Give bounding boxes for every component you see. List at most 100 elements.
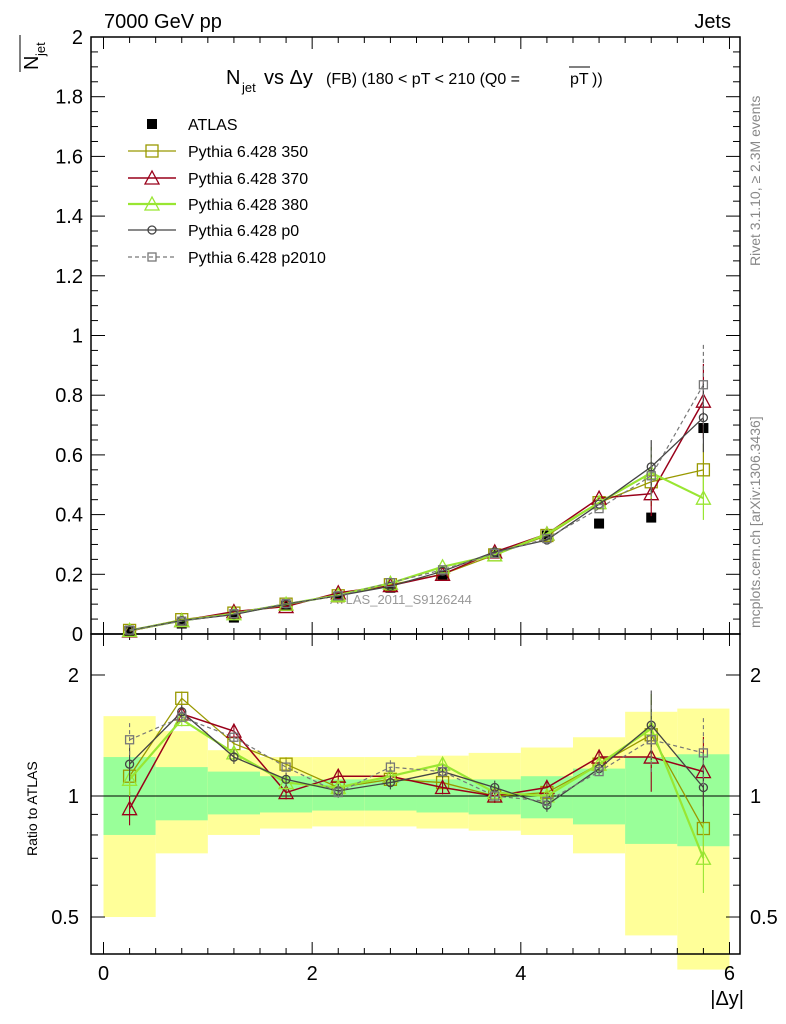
ratio-point xyxy=(385,762,396,772)
data-point xyxy=(542,533,552,544)
data-point xyxy=(385,582,396,593)
ratio-point xyxy=(121,770,138,787)
y-tick-label: 2 xyxy=(72,27,83,49)
mcplots-credit-text: mcplots.cern.ch [arXiv:1306.3436] xyxy=(747,416,763,628)
ratio-y-tick-label-right: 0.5 xyxy=(750,907,778,929)
series-line xyxy=(129,384,704,631)
data-point xyxy=(646,471,656,481)
y-tick-label: 1.4 xyxy=(55,206,83,228)
data-point xyxy=(646,462,656,472)
legend: ATLAS Pythia 6.428 350 Pythia 6.428 370 Pyt… xyxy=(128,117,326,267)
analysis-watermark: ATLAS_2011_S9126244 xyxy=(330,592,472,607)
ratio-band-green xyxy=(155,767,208,821)
y-tick-label: 1.8 xyxy=(55,87,83,109)
data-point xyxy=(698,380,709,390)
ratio-point xyxy=(437,766,448,777)
ratio-point xyxy=(698,748,709,758)
ratio-point xyxy=(695,849,712,865)
ratio-panel-frame xyxy=(90,633,741,955)
ratio-point xyxy=(277,784,295,800)
data-point xyxy=(594,518,605,529)
ratio-point xyxy=(281,762,291,772)
legend-marker xyxy=(145,144,159,158)
ratio-y-tick-label: 0.5 xyxy=(51,907,79,929)
ratio-y-tick-label-right: 2 xyxy=(750,665,761,687)
ratio-point xyxy=(385,777,396,788)
legend-marker xyxy=(147,225,157,235)
svg-text:(FB) (180 < pT < 210 (Q0 =: (FB) (180 < pT < 210 (Q0 = xyxy=(326,71,520,88)
y-tick-label: 1.6 xyxy=(55,146,83,168)
svg-text:jet: jet xyxy=(33,42,48,57)
ratio-point xyxy=(434,779,451,795)
y-tick-label: 1 xyxy=(72,326,83,348)
ratio-line xyxy=(129,716,704,802)
ratio-point xyxy=(177,712,187,722)
svg-text:jet: jet xyxy=(241,80,256,95)
legend-label: Pythia 6.428 350 xyxy=(188,144,308,161)
data-point xyxy=(594,503,604,514)
legend-label: Pythia 6.428 p0 xyxy=(188,223,299,240)
svg-text:)): )) xyxy=(592,71,603,88)
main-series xyxy=(121,344,712,638)
svg-text:N: N xyxy=(226,67,240,89)
y-tick-label: 0.6 xyxy=(55,445,83,467)
data-point xyxy=(124,626,135,637)
ratio-point xyxy=(175,691,189,705)
legend-label: Pythia 6.428 370 xyxy=(188,171,308,188)
x-axis-label: |Δy| xyxy=(710,988,744,1010)
ratio-band-green xyxy=(207,771,260,815)
ratio-series-5 xyxy=(124,705,709,809)
legend-label: Pythia 6.428 380 xyxy=(188,197,308,214)
ratio-point xyxy=(542,796,552,806)
data-point xyxy=(177,616,187,626)
y-tick-label: 0.8 xyxy=(55,385,83,407)
ratio-point xyxy=(177,707,187,717)
ratio-point xyxy=(124,735,135,745)
ratio-point xyxy=(646,735,656,745)
legend-marker xyxy=(147,119,157,129)
legend-marker xyxy=(143,169,161,185)
main-y-axis-label: N jet xyxy=(19,35,48,72)
data-point xyxy=(385,578,396,588)
data-point xyxy=(281,598,291,609)
data-point xyxy=(281,600,292,611)
data-point xyxy=(333,591,343,601)
ratio-y-tick-label: 1 xyxy=(68,786,79,808)
chart-title: N jet vs Δy (FB) (180 < pT < 210 (Q0 = p… xyxy=(226,66,603,95)
legend-marker xyxy=(143,195,161,211)
x-tick-label: 2 xyxy=(307,963,318,985)
ratio-point xyxy=(124,759,135,769)
series-pythia-5 xyxy=(124,344,709,635)
ratio-point xyxy=(229,732,239,742)
ratio-y-axis-label: Ratio to ATLAS xyxy=(24,761,40,856)
legend-marker xyxy=(147,252,157,262)
ratio-point xyxy=(490,791,500,801)
ratio-point xyxy=(121,800,138,816)
ratio-point xyxy=(229,752,239,762)
y-tick-label: 0 xyxy=(72,624,83,646)
legend-label: ATLAS xyxy=(188,117,238,134)
y-tick-label: 0.4 xyxy=(55,505,83,527)
x-tick-label: 6 xyxy=(724,963,735,985)
series-line xyxy=(129,417,704,632)
ratio-bands xyxy=(103,708,730,970)
ratio-point xyxy=(594,766,604,777)
data-point xyxy=(646,512,657,523)
data-point xyxy=(698,412,709,423)
rivet-version-text: Rivet 3.1.10, ≥ 2.3M events xyxy=(747,96,763,266)
legend-label: Pythia 6.428 p2010 xyxy=(188,250,326,267)
data-point xyxy=(229,609,239,619)
series-pythia-3 xyxy=(121,447,712,638)
data-point xyxy=(124,625,135,635)
ratio-line xyxy=(128,718,705,859)
y-tick-label: 0.2 xyxy=(55,564,83,586)
header-left: 7000 GeV pp xyxy=(104,11,222,33)
svg-text:pT: pT xyxy=(570,71,589,88)
ratio-y-tick-label-right: 1 xyxy=(750,786,761,808)
data-point xyxy=(176,618,187,629)
ratio-series xyxy=(121,690,712,893)
svg-text:N: N xyxy=(21,56,43,70)
ratio-y-tick-label: 2 xyxy=(68,665,79,687)
data-point xyxy=(490,548,500,559)
